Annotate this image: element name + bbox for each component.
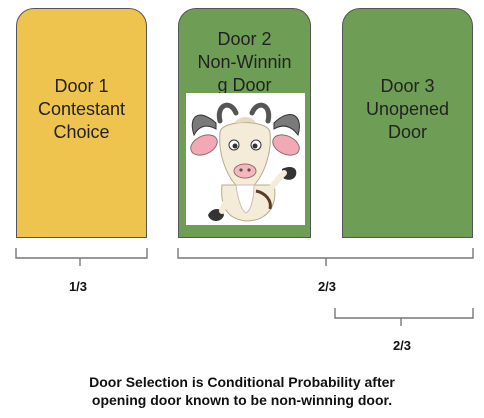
probability-door-1: 1/3	[68, 279, 88, 294]
bracket-doors-2-3	[177, 248, 474, 266]
door-2-label: Door 2 Non-Winnin g Door	[197, 29, 292, 95]
goat-icon	[186, 93, 305, 225]
bracket-door-1	[15, 248, 148, 266]
caption: Door Selection is Conditional Probabilit…	[0, 373, 484, 409]
door-3-label: Door 3 Unopened Door	[365, 76, 450, 142]
door-1: Door 1 Contestant Choice	[16, 8, 147, 238]
caption-line-1: Door Selection is Conditional Probabilit…	[89, 374, 395, 390]
probability-doors-2-3: 2/3	[317, 279, 337, 294]
caption-line-2: opening door known to be non-winning doo…	[91, 392, 393, 408]
door-1-label: Door 1 Contestant Choice	[37, 76, 126, 142]
door-2: Door 2 Non-Winnin g Door	[178, 8, 311, 238]
bracket-door-3	[334, 308, 474, 326]
door-3: Door 3 Unopened Door	[342, 8, 473, 238]
probability-door-3: 2/3	[392, 338, 412, 353]
